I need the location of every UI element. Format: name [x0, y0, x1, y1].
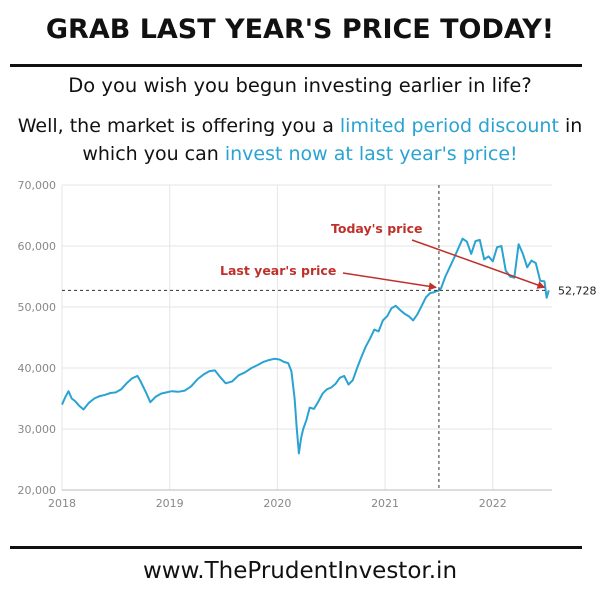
- y-tick-label: 40,000: [18, 362, 57, 375]
- headline: GRAB LAST YEAR'S PRICE TODAY!: [45, 14, 555, 45]
- price-series-line: [61, 237, 550, 455]
- intro-part1: Well, the market is offering you a: [17, 115, 340, 137]
- x-tick-label: 2019: [156, 497, 184, 510]
- bottom-divider: [10, 546, 582, 549]
- todays-price-arrow: [411, 239, 546, 289]
- y-tick-label: 60,000: [18, 240, 57, 253]
- intro-text: Well, the market is offering you a limit…: [8, 112, 592, 168]
- y-tick-label: 30,000: [18, 423, 57, 436]
- y-tick-label: 50,000: [18, 301, 57, 314]
- current-value-label: 52,728: [558, 284, 597, 297]
- intro-highlight-1: limited period discount: [339, 115, 559, 137]
- todays-price-label: Today's price: [331, 221, 423, 236]
- x-tick-label: 2020: [263, 497, 291, 510]
- x-tick-label: 2018: [48, 497, 76, 510]
- intro-part2: in which you can: [82, 115, 583, 165]
- y-tick-label: 20,000: [18, 484, 57, 497]
- price-chart: 20,000 30,000 40,000 50,000 60,000 70,000 2018…: [18, 179, 597, 510]
- subtitle: Do you wish you begun investing earlier …: [68, 74, 532, 97]
- y-tick-label: 70,000: [18, 179, 57, 192]
- website-url: www.ThePrudentInvestor.in: [142, 558, 458, 584]
- last-year-price-arrow: [342, 272, 437, 291]
- intro-highlight-2: invest now at last year's price!: [224, 143, 518, 165]
- top-divider: [10, 64, 582, 67]
- x-tick-label: 2021: [371, 497, 399, 510]
- last-year-price-label: Last year's price: [220, 263, 336, 278]
- x-tick-label: 2022: [479, 497, 507, 510]
